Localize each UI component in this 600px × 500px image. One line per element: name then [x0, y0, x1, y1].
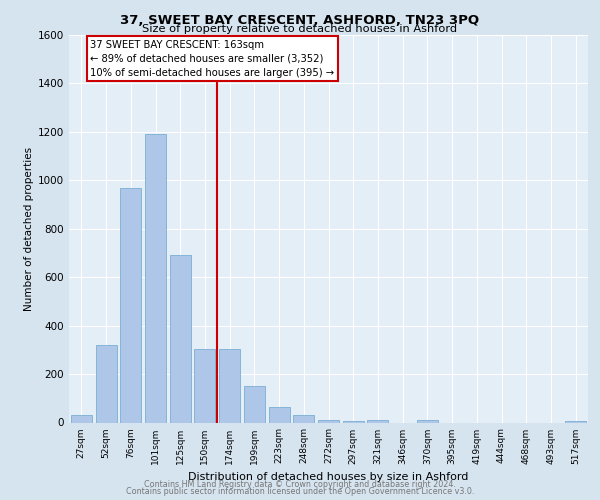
Bar	[219, 348, 240, 422]
Bar	[244, 386, 265, 422]
Y-axis label: Number of detached properties: Number of detached properties	[24, 146, 34, 311]
Bar	[95, 345, 116, 422]
Bar	[293, 415, 314, 422]
X-axis label: Distribution of detached houses by size in Ashford: Distribution of detached houses by size …	[188, 472, 469, 482]
Text: 37, SWEET BAY CRESCENT, ASHFORD, TN23 3PQ: 37, SWEET BAY CRESCENT, ASHFORD, TN23 3P…	[121, 14, 479, 27]
Bar	[170, 256, 191, 422]
Bar	[318, 420, 339, 422]
Bar	[417, 420, 438, 422]
Text: Contains HM Land Registry data © Crown copyright and database right 2024.: Contains HM Land Registry data © Crown c…	[144, 480, 456, 489]
Text: Size of property relative to detached houses in Ashford: Size of property relative to detached ho…	[142, 24, 458, 34]
Bar	[71, 415, 92, 422]
Bar	[145, 134, 166, 422]
Bar	[269, 407, 290, 422]
Bar	[367, 420, 388, 422]
Text: 37 SWEET BAY CRESCENT: 163sqm
← 89% of detached houses are smaller (3,352)
10% o: 37 SWEET BAY CRESCENT: 163sqm ← 89% of d…	[90, 40, 334, 78]
Bar	[120, 188, 141, 422]
Text: Contains public sector information licensed under the Open Government Licence v3: Contains public sector information licen…	[126, 487, 474, 496]
Bar	[194, 348, 215, 422]
